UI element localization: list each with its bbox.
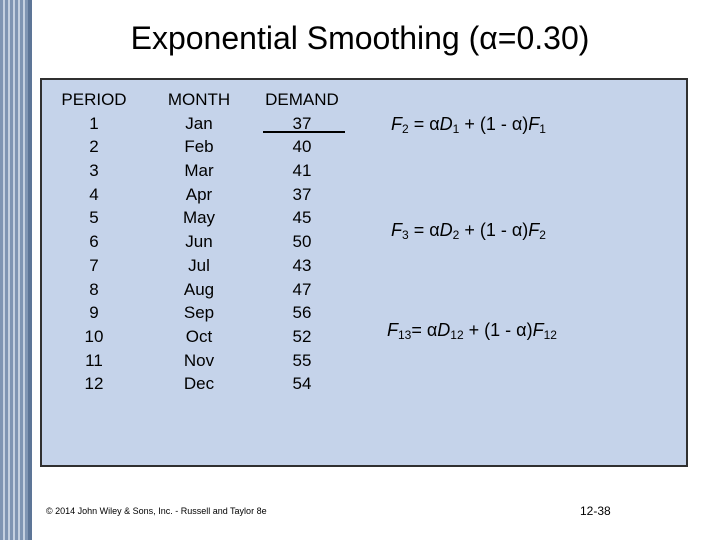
month-cell: Sep [183,303,215,323]
formula-d-var: D [437,320,451,340]
month-cell: May [182,208,216,228]
formula-f-sub: 1 [539,122,546,136]
demand-cell: 45 [292,208,312,228]
period-cell: 5 [89,208,99,228]
formula-f-sub: 2 [539,228,546,242]
month-cell: Mar [184,161,214,181]
formula-f-var: F [528,220,540,240]
period-cell: 3 [89,161,99,181]
month-header: MONTH [167,90,231,109]
demand-cell: 50 [292,232,312,252]
slide-title: Exponential Smoothing (α=0.30) [130,20,590,56]
month-column: MONTH Jan Feb Mar Apr May Jun Jul Aug Se… [156,88,242,396]
month-cell: Jun [185,232,213,252]
month-cell: Nov [183,350,215,370]
month-cell: Jul [188,255,210,275]
demand-cell: 56 [292,303,312,323]
formula-f3: F3 = αD2 + (1 - α)F2 [391,220,546,242]
period-cell: 7 [89,255,99,275]
copyright-footer: © 2014 John Wiley & Sons, Inc. - Russell… [46,506,267,516]
month-cell: Aug [183,279,215,299]
formula-f2: F2 = αD1 + (1 - α)F1 [391,114,546,136]
formula-f-var: F [532,320,544,340]
period-column: PERIOD 1 2 3 4 5 6 7 8 9 10 11 12 [52,88,136,396]
period-cell: 9 [89,303,99,323]
formula-f-sub: 12 [543,328,557,342]
demand-cell: 47 [292,279,312,299]
formula-d-var: D [439,114,453,134]
demand-cell: 52 [292,326,312,346]
period-cell: 8 [89,279,99,299]
formula-mid: + (1 - α) [464,220,529,240]
formula-lhs-var: F [387,320,398,340]
demand-cell: 54 [292,374,312,394]
period-cell: 2 [89,137,99,157]
month-cell: Feb [184,137,214,157]
formula-lhs-sub: 2 [402,122,409,136]
month-cell: Oct [185,326,213,346]
page-number: 12-38 [580,504,611,518]
formula-lhs-var: F [391,220,402,240]
demand-column: DEMAND 37 40 41 37 45 50 43 47 56 52 55 … [258,88,346,396]
demand-cell: 40 [292,137,312,157]
period-cell: 4 [89,184,99,204]
period-cell: 10 [84,326,104,346]
formula-lhs-var: F [391,114,402,134]
period-cell: 11 [85,350,103,370]
month-cell: Jan [185,113,213,133]
formula-lhs-sub: 13 [398,328,412,342]
demand-cell: 55 [292,350,312,370]
period-header: PERIOD [61,90,127,109]
period-cell: 1 [89,113,99,133]
month-cell: Dec [183,374,215,394]
period-cell: 12 [84,374,104,394]
formula-lhs-sub: 3 [402,228,409,242]
formula-eq: = α [411,320,438,340]
formula-eq: = α [413,220,440,240]
period-cell: 6 [89,232,99,252]
formula-d-sub: 12 [450,328,464,342]
demand-cell: 43 [292,255,312,275]
demand-cell: 37 [292,113,312,133]
formula-f-var: F [528,114,540,134]
formula-d-sub: 2 [452,228,460,242]
formula-mid: + (1 - α) [468,320,533,340]
demand-cell: 41 [292,161,312,181]
formula-eq: = α [413,114,440,134]
demand-underline [263,131,345,133]
left-decorative-stripes [0,0,32,540]
formula-d-sub: 1 [452,122,460,136]
formula-mid: + (1 - α) [464,114,529,134]
demand-header: DEMAND [265,90,339,109]
demand-cell: 37 [292,184,312,204]
content-panel [40,78,688,467]
formula-d-var: D [439,220,453,240]
formula-f13: F13= αD12 + (1 - α)F12 [387,320,557,342]
month-cell: Apr [185,184,213,204]
